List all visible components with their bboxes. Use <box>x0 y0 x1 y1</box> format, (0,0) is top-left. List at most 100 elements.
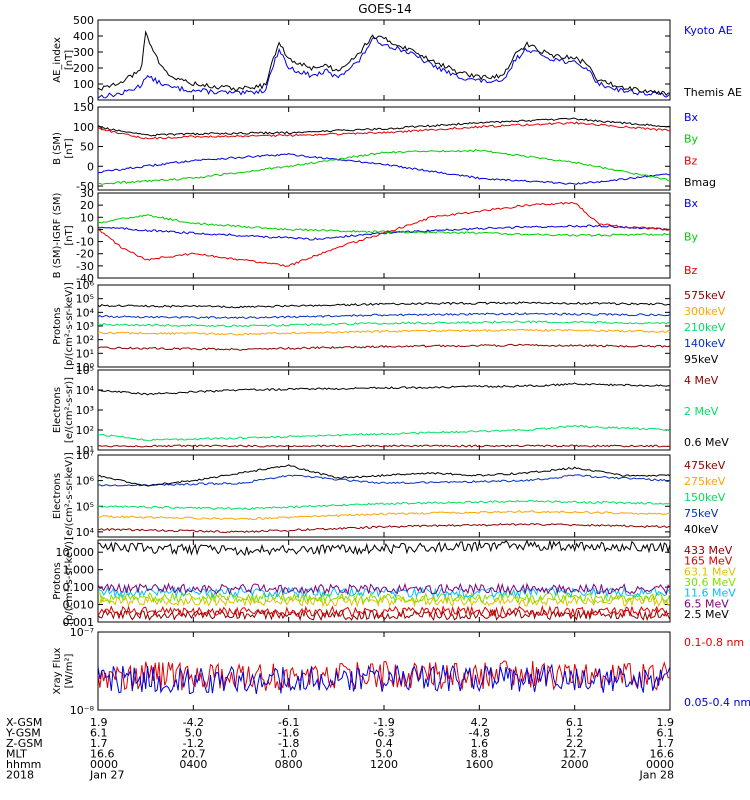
legend-entry: 150keV <box>684 491 726 504</box>
series-line-bx <box>98 153 670 185</box>
series-line-kyoto-ae <box>98 37 670 99</box>
y-axis-label: Electrons <box>52 473 63 519</box>
series-line-4-mev <box>98 444 670 448</box>
footer-value: -4.2 <box>183 716 204 729</box>
legend-entry: 140keV <box>684 337 726 350</box>
footer-value: 20.7 <box>181 748 206 761</box>
series-line-433-mev <box>98 608 670 622</box>
legend-entry: By <box>684 133 699 146</box>
y-tick-label: 200 <box>73 62 94 75</box>
series-line-210kev <box>98 320 670 328</box>
y-tick-label: 0.100 <box>63 581 95 594</box>
y-tick-label: 0.010 <box>63 599 95 612</box>
y-axis-label: [W/m²] <box>64 653 75 688</box>
legend-entry: 2 MeV <box>684 405 719 418</box>
footer-value: 1.7 <box>90 737 108 750</box>
footer-value: 5.0 <box>185 727 203 740</box>
series-line-bmag <box>98 117 670 137</box>
y-tick-label: -20 <box>76 248 94 261</box>
y-tick-label: 10 <box>80 211 94 224</box>
footer-value: -6.3 <box>373 727 394 740</box>
footer-value: 2.2 <box>566 737 584 750</box>
series-line-6-5-mev <box>98 582 670 596</box>
footer-value: 1.0 <box>280 748 298 761</box>
legend-entry: Bmag <box>684 176 716 189</box>
y-tick-label: 10⁵ <box>76 364 94 377</box>
y-tick-label: 10⁴ <box>76 526 95 539</box>
y-axis-label: AE_index <box>52 37 63 83</box>
footer-row-label: MLT <box>6 748 27 761</box>
series-line-165-mev <box>98 604 670 618</box>
footer-row-label: Y-GSM <box>5 727 41 740</box>
legend: 575keV 300keV 210keV 140keV 95keV <box>684 289 726 366</box>
y-tick-label: -10 <box>76 236 94 249</box>
footer-value: -1.2 <box>183 737 204 750</box>
series-line-themis-ae <box>98 30 670 97</box>
y-axis-label: [nT] <box>64 50 75 70</box>
y-tick-label: 10⁴ <box>76 306 95 319</box>
y-tick-label: 10² <box>76 334 94 347</box>
series-line-475kev <box>98 522 670 534</box>
y-tick-label: 10⁻⁸ <box>70 704 95 717</box>
panel-protons_hi: 0.001 0.010 0.100 1.000 10.000 Protons [p/(cm²… <box>52 537 736 629</box>
y-tick-label: 1.000 <box>63 564 95 577</box>
y-axis-label: [nT] <box>64 225 75 245</box>
y-tick-label: 10³ <box>76 404 94 417</box>
legend-entry: 165 MeV <box>684 555 733 568</box>
y-tick-label: 500 <box>73 14 94 27</box>
y-tick-label: 20 <box>80 199 94 212</box>
footer-value: 2000 <box>561 758 589 771</box>
y-tick-label: 0.001 <box>63 616 95 629</box>
y-tick-label: 30 <box>80 187 94 200</box>
series-line-bz <box>98 201 670 267</box>
y-tick-label: -50 <box>76 180 94 193</box>
panel-frame <box>97 284 671 368</box>
series-line-bz <box>98 121 670 140</box>
y-tick-label: 10⁻⁷ <box>70 626 94 639</box>
footer-row-label: X-GSM <box>6 716 42 729</box>
legend-entry: 95keV <box>684 353 719 366</box>
panel-frame <box>97 454 671 538</box>
footer-value: -6.1 <box>278 716 299 729</box>
footer-value: -4.8 <box>469 727 490 740</box>
series-line-300kev <box>98 328 670 336</box>
footer-value: Jan 27 <box>89 769 124 782</box>
legend-entry: Kyoto AE <box>684 24 733 37</box>
series-line-75kev <box>98 474 670 487</box>
series-line-11-6-mev <box>98 586 670 599</box>
legend-entry: 433 MeV <box>684 544 733 557</box>
footer-value: 12.7 <box>562 748 587 761</box>
legend-entry: 275keV <box>684 475 726 488</box>
y-tick-label: 0 <box>87 160 94 173</box>
legend-entry: 6.5 MeV <box>684 597 729 610</box>
footer-row-label: hhmm <box>6 758 41 771</box>
y-tick-label: 10¹ <box>76 444 94 457</box>
legend-entry: Themis AE <box>683 86 742 99</box>
legend-entry: 575keV <box>684 289 726 302</box>
footer-value: Jan 28 <box>639 769 674 782</box>
legend-entry: By <box>684 231 699 244</box>
footer-value: 16.6 <box>90 748 115 761</box>
legend-entry: 475keV <box>684 459 726 472</box>
y-tick-label: 0 <box>87 94 94 107</box>
series-line-0-1-0-8-nm <box>98 660 670 691</box>
panel-electrons_mev: 10¹ 10² 10³ 10⁴ 10⁵ Electrons [e/(cm²-s-sr)] 4 … <box>52 364 729 457</box>
series-line-bx <box>98 224 670 241</box>
y-tick-label: 400 <box>73 30 94 43</box>
series-line-275kev <box>98 510 670 521</box>
footer-value: 1.2 <box>566 727 584 740</box>
y-tick-label: 10⁶ <box>76 279 95 292</box>
series-line-150kev <box>98 499 670 511</box>
legend: Kyoto AE Themis AE <box>683 24 742 99</box>
panel-ae: 0 100 200 300 400 500 AE_index [nT] Kyoto AE Them… <box>52 14 742 107</box>
y-axis-label: Xray Flux <box>52 647 63 694</box>
footer-value: 4.2 <box>471 716 489 729</box>
series-line-2-mev <box>98 424 670 442</box>
y-axis-label: Electrons <box>52 387 63 433</box>
footer-value: 1.9 <box>657 716 675 729</box>
series-line-575kev <box>98 343 670 351</box>
series-line-40kev <box>98 464 670 487</box>
y-axis-label: B (SM) <box>52 132 63 165</box>
y-tick-label: 10⁰ <box>76 361 95 374</box>
footer-value: -1.9 <box>373 716 394 729</box>
